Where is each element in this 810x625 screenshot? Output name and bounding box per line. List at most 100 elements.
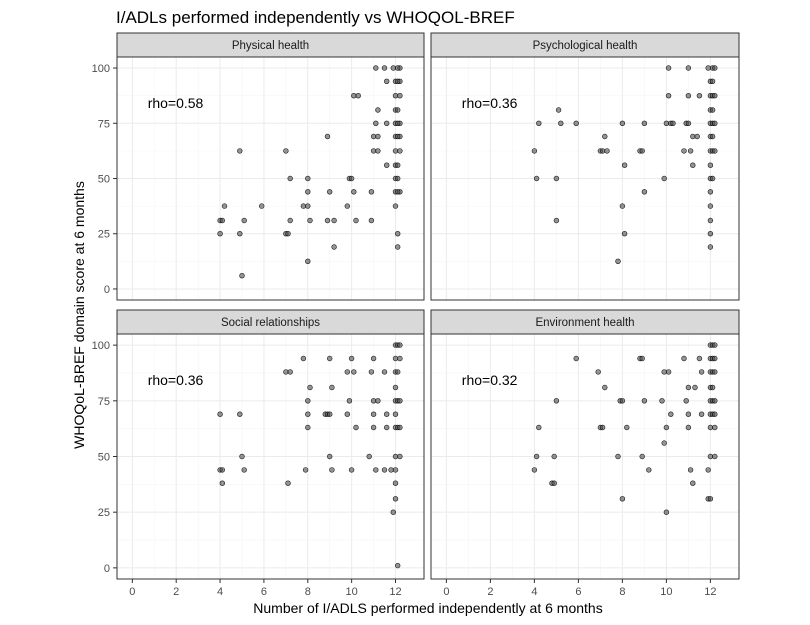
data-point: [237, 231, 243, 237]
data-point: [384, 120, 390, 127]
data-point: [707, 244, 714, 250]
data-point: [619, 398, 626, 404]
data-point: [690, 480, 696, 486]
data-point: [395, 78, 401, 85]
data-point: [344, 411, 350, 417]
x-tick-label: 2: [487, 586, 493, 598]
data-point: [604, 148, 610, 154]
data-point: [555, 107, 562, 113]
data-point: [329, 467, 335, 473]
data-point: [663, 120, 670, 127]
data-point: [712, 355, 718, 362]
data-point: [641, 189, 648, 195]
data-point: [388, 467, 394, 473]
data-point: [709, 175, 716, 182]
data-point: [305, 424, 311, 431]
data-point: [712, 92, 718, 99]
data-point: [392, 355, 399, 362]
data-point: [307, 217, 313, 224]
data-point: [259, 203, 265, 209]
data-point: [351, 92, 357, 99]
data-point: [551, 453, 557, 460]
data-point: [681, 355, 687, 362]
data-point: [285, 480, 291, 486]
data-point: [705, 467, 711, 473]
x-tick-label: 8: [619, 586, 625, 598]
data-point: [327, 355, 333, 362]
data-point: [305, 398, 311, 404]
facet-strip: [430, 309, 740, 335]
data-point: [305, 189, 311, 195]
data-point: [639, 453, 645, 460]
data-point: [348, 175, 355, 182]
data-point: [707, 231, 714, 237]
data-point: [373, 65, 379, 71]
data-point: [395, 562, 401, 569]
data-point: [219, 480, 226, 486]
data-point: [707, 189, 714, 195]
x-tick-label: 6: [261, 586, 267, 598]
data-point: [370, 355, 377, 362]
data-point: [536, 424, 542, 431]
data-point: [685, 384, 692, 391]
data-point: [327, 453, 333, 460]
data-point: [375, 133, 381, 140]
data-point: [599, 424, 606, 431]
x-axis-title: Number of I/ADLS performed independently…: [253, 600, 602, 616]
data-point: [221, 203, 228, 209]
y-tick-label: 0: [104, 563, 110, 575]
data-point: [665, 92, 672, 99]
data-point: [300, 355, 307, 362]
data-point: [690, 162, 696, 168]
data-point: [324, 133, 331, 140]
x-tick-label: 12: [704, 586, 716, 598]
data-point: [397, 355, 403, 362]
facet-panel-4: rho=0.32 Environment health 0 2 4 6 8 10 12: [430, 309, 740, 598]
data-point: [384, 411, 390, 417]
data-point: [683, 398, 689, 404]
data-point: [395, 107, 401, 113]
data-point: [327, 411, 333, 417]
data-point: [712, 411, 718, 417]
data-point: [685, 92, 692, 99]
data-point: [237, 411, 243, 417]
data-point: [368, 189, 375, 195]
data-point: [621, 231, 628, 237]
facet-panel-2: rho=0.36 Psychological health: [430, 32, 740, 301]
data-point: [531, 148, 538, 154]
data-point: [375, 148, 381, 154]
data-point: [239, 453, 245, 460]
data-point: [395, 244, 401, 250]
data-point: [381, 369, 388, 375]
data-point: [384, 78, 390, 85]
data-point: [707, 203, 714, 209]
data-point: [709, 384, 716, 391]
data-point: [353, 424, 359, 431]
data-point: [595, 369, 601, 375]
y-tick-label: 100: [92, 63, 110, 75]
data-point: [659, 398, 665, 404]
facet-strip-label: Social relationships: [221, 317, 320, 329]
data-point: [392, 496, 399, 502]
data-point: [707, 453, 714, 460]
x-tick-label: 10: [660, 586, 672, 598]
data-point: [390, 65, 396, 71]
data-point: [355, 92, 361, 99]
x-tick-label: 0: [129, 586, 135, 598]
data-point: [392, 467, 399, 473]
facet-strip: [116, 309, 425, 335]
data-point: [639, 355, 645, 362]
x-tick-label: 6: [575, 586, 581, 598]
data-point: [351, 369, 357, 375]
data-point: [395, 162, 401, 168]
facet-strip-label: Physical health: [232, 40, 309, 52]
data-point: [661, 175, 667, 182]
data-point: [368, 369, 375, 375]
data-point: [370, 411, 377, 417]
data-point: [395, 133, 401, 140]
data-point: [712, 453, 718, 460]
data-point: [551, 480, 557, 486]
data-point: [619, 120, 626, 127]
data-point: [285, 231, 291, 237]
data-point: [324, 217, 331, 224]
